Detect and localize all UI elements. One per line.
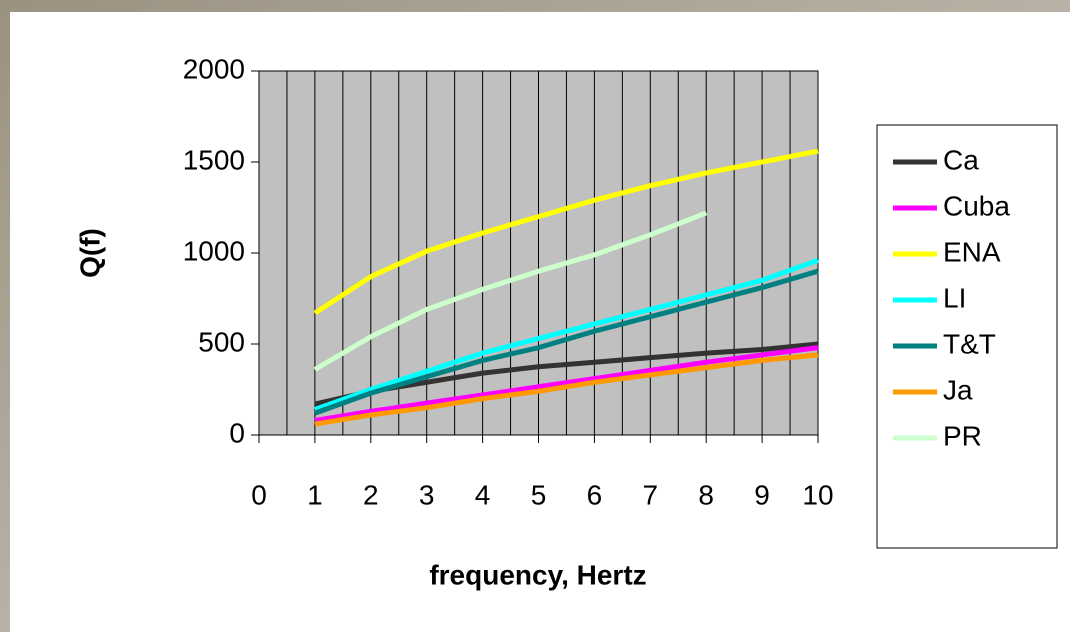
- legend-label: Ja: [943, 374, 973, 405]
- y-tick-label: 2000: [183, 53, 245, 84]
- x-tick-label: 9: [754, 479, 770, 510]
- legend-label: ENA: [943, 236, 1001, 267]
- x-tick-label: 5: [531, 479, 547, 510]
- x-tick-label: 7: [643, 479, 659, 510]
- x-tick-label: 10: [802, 479, 833, 510]
- y-tick-label: 1500: [183, 144, 245, 175]
- legend-label: PR: [943, 420, 982, 451]
- x-tick-label: 8: [698, 479, 714, 510]
- page: frequency, Hertz Q(f) 0 500 1000 1500 2000 0 1…: [0, 0, 1070, 632]
- legend-label: Cuba: [943, 190, 1010, 221]
- y-tick-label: 1000: [183, 235, 245, 266]
- x-axis-label: frequency, Hertz: [429, 559, 646, 590]
- x-tick-label: 3: [419, 479, 435, 510]
- legend-label: T&T: [943, 328, 996, 359]
- y-tick-label: 0: [229, 417, 245, 448]
- y-axis-label: Q(f): [74, 228, 105, 278]
- x-tick-label: 4: [475, 479, 491, 510]
- x-tick-label: 2: [363, 479, 379, 510]
- legend-label: LI: [943, 282, 966, 313]
- legend-label: Ca: [943, 144, 979, 175]
- x-tick-label: 6: [587, 479, 603, 510]
- y-tick-label: 500: [198, 326, 245, 357]
- x-tick-label: 0: [251, 479, 267, 510]
- x-tick-label: 1: [307, 479, 323, 510]
- chart: frequency, Hertz Q(f) 0 500 1000 1500 2000 0 1…: [0, 0, 1070, 632]
